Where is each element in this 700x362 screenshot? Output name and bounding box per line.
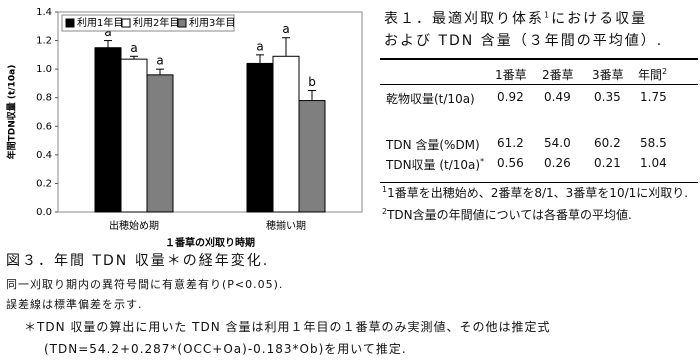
y-tick-label: 0.4 <box>36 150 52 161</box>
table: 1番草 2番草 3番草 年間2 乾物収量(t/10a) 0.92 0.49 0.35 1.75 T… <box>380 58 698 183</box>
footnote: (TDN=54.2+0.287*(OCC+Oa)-0.183*Ob)を用いて推定… <box>44 342 407 356</box>
table-title: 表１．最適刈取り体系1における収量 <box>384 8 647 28</box>
superscript: 2 <box>662 67 668 76</box>
table-cell: 1.04 <box>640 156 667 170</box>
bar <box>120 58 148 213</box>
superscript: 1 <box>544 10 552 20</box>
plot-frame <box>57 11 363 213</box>
row-label: TDN 含量(%DM) <box>386 138 480 152</box>
header-text: 1番草 <box>495 68 527 82</box>
superscript: 2 <box>382 207 388 216</box>
y-tick-label: 0.6 <box>36 121 52 132</box>
note-text: 1番草を出穂始め、2番草を8/1、3番草を10/1に刈取り. <box>387 186 689 200</box>
header-text: 2番草 <box>542 68 574 82</box>
significance-letter: b <box>308 75 316 89</box>
error-bar <box>282 37 290 57</box>
bar <box>94 47 122 213</box>
bar <box>246 62 274 213</box>
table-title: および TDN 含量（３年間の平均値）. <box>384 33 664 49</box>
footnote: ＊TDN 収量の算出に用いた TDN 含量は利用１年目の１番草のみ実測値、その他… <box>24 320 551 334</box>
legend-label: 利用1年目 <box>77 16 123 29</box>
significance-letter: a <box>130 41 137 55</box>
error-bar <box>104 40 112 48</box>
y-tick-label: 0.0 <box>36 207 52 218</box>
significance-letter: a <box>156 54 163 68</box>
table-title-text: における収量 <box>551 11 648 27</box>
table-title-text: 表１．最適刈取り体系 <box>384 11 544 27</box>
caption-line: 同一刈取り期内の異符号間に有意差有り(P<0.05). <box>6 278 284 291</box>
column-header: 2番草 <box>542 66 574 83</box>
error-bar <box>308 90 316 101</box>
legend-box <box>61 14 235 32</box>
legend-swatch <box>177 18 187 28</box>
table-note: 2TDN含量の年間値については各番草の平均値. <box>382 206 632 223</box>
table-cell: 0.92 <box>497 90 524 104</box>
x-tick-label: 出穂始め期 <box>109 219 159 232</box>
table-cell: 0.56 <box>497 156 524 170</box>
legend-label: 利用3年目 <box>189 16 235 29</box>
chart: 年間TDN収量 (t/10a) １番草の刈取り時期 0.0 0.2 0.4 0.6 0.… <box>6 7 363 249</box>
column-header: 1番草 <box>495 66 527 83</box>
y-tick-label: 1.0 <box>36 64 52 75</box>
table-cell: 58.5 <box>640 136 667 150</box>
column-header: 年間2 <box>638 66 667 83</box>
figure-caption: 図３．年間 TDN 収量＊の経年変化. <box>6 253 270 269</box>
significance-letter: a <box>256 39 263 53</box>
superscript: * <box>480 157 485 166</box>
x-tick-label: 穂揃い期 <box>266 219 306 232</box>
table-cell: 0.35 <box>594 90 621 104</box>
table-cell: 61.2 <box>497 136 524 150</box>
legend-label: 利用2年目 <box>133 16 179 29</box>
header-text: 3番草 <box>592 68 624 82</box>
x-axis-label: １番草の刈取り時期 <box>165 236 255 249</box>
note-text: TDN含量の年間値については各番草の平均値. <box>387 208 632 222</box>
significance-letter: a <box>104 25 111 39</box>
row-label: 乾物収量(t/10a) <box>386 92 475 106</box>
table-cell: 54.0 <box>544 136 571 150</box>
header-text: 年間 <box>638 68 663 82</box>
table-cell: 0.21 <box>594 156 621 170</box>
table-cell: 0.49 <box>544 90 571 104</box>
table-note: 11番草を出穂始め、2番草を8/1、3番草を10/1に刈取り. <box>382 184 688 201</box>
legend-swatch <box>65 18 75 28</box>
bar <box>298 100 326 213</box>
caption-line: 誤差線は標準偏差を示す. <box>6 298 143 311</box>
table-cell: 60.2 <box>594 136 621 150</box>
error-bar <box>130 55 138 60</box>
header-rule <box>380 84 698 85</box>
error-bar <box>156 68 164 75</box>
y-axis-label: 年間TDN収量 (t/10a) <box>6 65 18 160</box>
column-header: 3番草 <box>592 66 624 83</box>
error-bar <box>256 54 264 64</box>
table-cell: 0.26 <box>544 156 571 170</box>
superscript: 1 <box>382 185 388 194</box>
y-tick-label: 1.4 <box>36 7 52 18</box>
y-tick-label: 0.8 <box>36 93 52 104</box>
legend-swatch <box>121 18 131 28</box>
y-tick-label: 0.2 <box>36 178 52 189</box>
table-cell: 1.75 <box>640 90 667 104</box>
significance-letter: a <box>282 22 289 36</box>
bar <box>272 55 300 213</box>
row-label: TDN収量 (t/10a)* <box>386 157 485 172</box>
y-tick-label: 1.2 <box>36 36 52 47</box>
bar <box>146 74 174 213</box>
